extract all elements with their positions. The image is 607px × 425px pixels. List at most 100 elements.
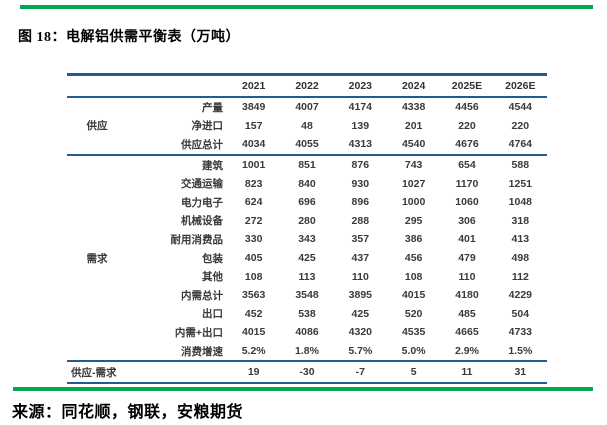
cell-value: 4456 [455, 101, 479, 114]
row-label: 交通运输 [181, 178, 223, 191]
cell-value: 2.9% [455, 345, 479, 358]
row-label: 产量 [202, 101, 223, 114]
cell-value: 220 [458, 119, 476, 132]
cell-value: 4015 [401, 289, 426, 302]
cell-value: 5.0% [401, 345, 426, 358]
cell-value: -7 [355, 366, 365, 379]
row-label: 电力电子 [181, 196, 223, 209]
cell-value: 4535 [401, 326, 426, 339]
cell-value: 1000 [401, 196, 426, 209]
cell-value: 4055 [295, 138, 319, 151]
cell-value: 1048 [508, 196, 532, 209]
cell-value: 498 [511, 252, 530, 265]
year-header: 2025E [451, 80, 483, 92]
year-header: 2023 [348, 80, 372, 92]
cell-value: 654 [458, 159, 476, 172]
cell-value: 280 [298, 214, 316, 227]
cell-value: 31 [514, 366, 527, 379]
cell-value: 456 [404, 252, 423, 265]
cell-value: 743 [404, 159, 423, 172]
cell-value: 19 [247, 366, 260, 379]
cell-value: 1251 [508, 177, 532, 190]
cell-value: 3895 [348, 289, 372, 302]
cell-value: 295 [404, 214, 423, 227]
cell-value: 5.2% [241, 345, 266, 358]
cell-value: 1001 [241, 159, 266, 172]
cell-value: -30 [299, 366, 315, 379]
row-label: 耐用消费品 [170, 233, 224, 246]
cell-value: 1.8% [295, 345, 319, 358]
supply-demand-balance-table: 2021 2022 2023 2024 2025E 2026E 供应 产量 3849 4007 4… [67, 73, 547, 385]
cell-value: 452 [244, 307, 263, 320]
table-row: 耐用消费品 330 343 357 386 401 413 [67, 230, 547, 249]
table-row: 机械设备 272 280 288 295 306 318 [67, 212, 547, 231]
cell-value: 425 [351, 307, 370, 320]
cell-value: 4540 [401, 138, 426, 151]
cell-value: 520 [404, 307, 423, 320]
cell-value: 4007 [295, 101, 319, 114]
year-header: 2022 [295, 80, 319, 92]
row-label: 其他 [202, 271, 223, 284]
group-label: 供应 [86, 120, 108, 133]
cell-value: 4229 [508, 289, 532, 302]
cell-value: 4015 [241, 326, 266, 339]
row-label: 机械设备 [181, 215, 223, 228]
cell-value: 401 [458, 233, 476, 246]
cell-value: 318 [511, 214, 530, 227]
cell-value: 3849 [241, 101, 266, 114]
header-row: 2021 2022 2023 2024 2025E 2026E [67, 75, 547, 98]
cell-value: 4764 [508, 138, 532, 151]
table-row: 其他 108 113 110 108 110 112 [67, 267, 547, 286]
cell-value: 588 [511, 159, 530, 172]
source-line: 来源：同花顺，钢联，安粮期货 [12, 404, 244, 421]
row-label: 内需总计 [181, 289, 223, 302]
cell-value: 343 [298, 233, 316, 246]
cell-value: 405 [244, 252, 263, 265]
table-row: 电力电子 624 696 896 1000 1060 1048 [67, 193, 547, 212]
row-label: 供应总计 [181, 138, 223, 151]
cell-value: 4338 [401, 101, 426, 114]
cell-value: 1.5% [508, 345, 533, 358]
cell-value: 157 [244, 119, 263, 132]
cell-value: 4313 [348, 138, 372, 151]
cell-value: 504 [511, 307, 530, 320]
table-row: 供应总计 4034 4055 4313 4540 4676 4764 [67, 135, 547, 155]
top-green-rule [20, 5, 593, 9]
row-label: 供应-需求 [71, 366, 117, 379]
row-label: 包装 [202, 252, 223, 265]
table-row: 交通运输 823 840 930 1027 1170 1251 [67, 174, 547, 193]
figure-title: 图 18：电解铝供需平衡表（万吨） [18, 30, 240, 45]
cell-value: 201 [404, 119, 423, 132]
table-body: 供应 产量 3849 4007 4174 4338 4456 4544 净进口 157 48 139 2… [67, 97, 547, 383]
row-label: 消费增速 [181, 345, 223, 358]
cell-value: 896 [351, 196, 370, 209]
header-blank-cell [67, 75, 227, 98]
table-row: 供应 产量 3849 4007 4174 4338 4456 4544 [67, 97, 547, 132]
cell-value: 113 [298, 270, 316, 283]
cell-value: 220 [511, 119, 530, 132]
cell-value: 4086 [295, 326, 319, 339]
cell-value: 4733 [508, 326, 532, 339]
table-row: 需求 建筑 1001 851 876 743 654 588 [67, 155, 547, 264]
cell-value: 110 [351, 270, 369, 283]
row-label: 建筑 [202, 159, 223, 172]
cell-value: 696 [298, 196, 316, 209]
cell-value: 5.7% [348, 345, 373, 358]
group-label: 需求 [86, 252, 108, 265]
year-header: 2021 [241, 80, 266, 92]
cell-value: 288 [351, 214, 370, 227]
cell-value: 4676 [455, 138, 479, 151]
cell-value: 1170 [455, 177, 479, 190]
cell-value: 108 [244, 270, 263, 283]
cell-value: 624 [244, 196, 263, 209]
year-header: 2024 [401, 80, 426, 92]
cell-value: 4320 [348, 326, 372, 339]
table-header: 2021 2022 2023 2024 2025E 2026E [67, 75, 547, 98]
table-row: 净进口 157 48 139 201 220 220 [67, 117, 547, 136]
cell-value: 425 [298, 252, 316, 265]
cell-value: 840 [298, 177, 316, 190]
table-row: 内需总计 3563 3548 3895 4015 4180 4229 [67, 286, 547, 305]
cell-value: 272 [244, 214, 263, 227]
row-label: 内需+出口 [174, 326, 223, 339]
